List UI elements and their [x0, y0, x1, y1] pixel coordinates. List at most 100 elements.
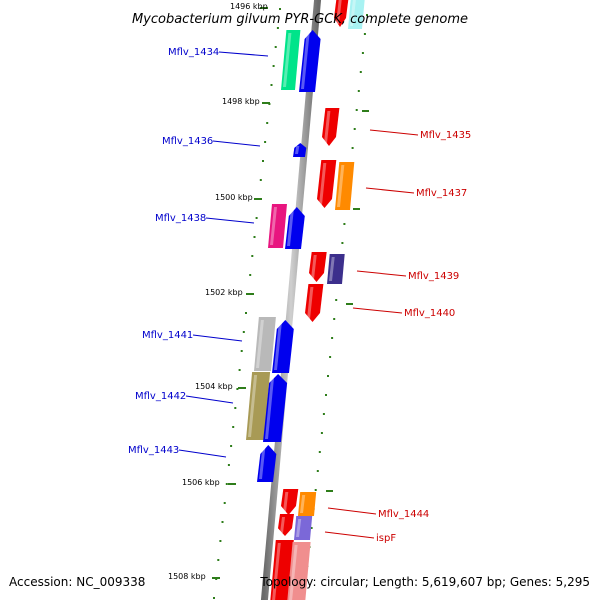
right-tick: [346, 303, 353, 305]
gene-feature-silver: [254, 317, 276, 371]
scale-dot-right: [320, 432, 323, 434]
scale-dot-right: [322, 413, 325, 415]
scale-dot-left: [274, 46, 277, 48]
scale-dot-left: [236, 388, 239, 390]
scale-dot-left: [227, 464, 230, 466]
gene-feature-cyan: [348, 0, 365, 29]
scale-dot-left: [259, 179, 262, 181]
gene-feature-silver-shine: [256, 320, 264, 368]
gene-label-mflv-1442[interactable]: Mflv_1442: [135, 391, 186, 402]
gene-feature-red-bottom: [270, 540, 294, 600]
gene-feature-mflv-1436-shine: [295, 146, 300, 154]
scale-dot-right: [357, 90, 360, 92]
scale-dot-right: [366, 14, 368, 16]
gene-label-mflv-1439[interactable]: Mflv_1439: [408, 271, 459, 282]
scale-dot-left: [213, 597, 215, 599]
gene-feature-green-shine: [283, 33, 292, 87]
scale-dot-right: [335, 299, 338, 301]
gene-feature-red-bottom-shine: [272, 543, 281, 600]
gene-feature-mflv-1444b: [298, 492, 317, 516]
gene-feature-mflv-1436: [293, 143, 307, 157]
gene-label-mflv-1437[interactable]: Mflv_1437: [416, 188, 467, 199]
gene-feature-mflv-1444a-shine: [283, 492, 289, 512]
gene-label-mflv-1440[interactable]: Mflv_1440: [404, 308, 455, 319]
scale-dot-right: [351, 147, 354, 149]
scale-dot-left: [242, 331, 245, 333]
gene-feature-mflv-1442: [263, 374, 288, 442]
leader-mflv-1443: [178, 449, 227, 458]
gene-label-mflv-1444[interactable]: Mflv_1444: [378, 509, 429, 520]
scale-dot-right: [343, 223, 346, 225]
gene-features: [246, 0, 365, 600]
scale-dot-right: [341, 242, 344, 244]
gene-feature-ispf: [294, 516, 313, 540]
gene-feature-mflv-1440-shine: [307, 287, 314, 319]
kbp-label-1508: 1508 kbp: [168, 572, 206, 581]
gene-feature-pink-bottom: [287, 542, 311, 600]
scale-dot-left: [225, 483, 228, 485]
leader-mflv-1444: [327, 507, 377, 515]
gene-feature-mflv-1443-shine: [259, 448, 266, 479]
scale-dot-left: [279, 8, 281, 10]
gene-feature-mflv-1435: [322, 108, 340, 146]
gene-feature-red-shine: [336, 0, 342, 24]
scale-dot-left: [264, 141, 267, 143]
gene-label-ispf[interactable]: ispF: [376, 533, 396, 544]
gene-feature-mflv-1441: [272, 320, 294, 373]
gene-feature-mflv-1444b-shine: [300, 495, 306, 513]
scale-dot-right: [327, 375, 329, 377]
kbp-tick: [262, 102, 270, 104]
gene-feature-green: [281, 30, 301, 90]
scale-dots: [212, 7, 369, 599]
gene-feature-mflv-1439a-shine: [311, 255, 317, 279]
gene-feature-mflv-1434-shine: [301, 33, 310, 89]
gene-feature-mflv-1440: [305, 284, 324, 322]
gene-feature-mflv-1438: [285, 207, 305, 249]
scale-dot-left: [272, 65, 275, 67]
scale-dot-left: [234, 407, 237, 409]
leader-lines: [178, 51, 419, 539]
scale-dot-right: [361, 52, 364, 54]
kbp-tick: [238, 387, 246, 389]
backbone: [260, 0, 322, 600]
scale-dot-left: [232, 426, 235, 428]
scale-dot-right: [314, 489, 317, 491]
gene-label-mflv-1443[interactable]: Mflv_1443: [128, 445, 179, 456]
kbp-label-1502: 1502 kbp: [205, 288, 243, 297]
gene-feature-mflv-1434: [299, 30, 321, 92]
scale-dot-right: [325, 394, 327, 396]
gene-feature-mflv-1439a: [309, 252, 327, 282]
gene-label-mflv-1436[interactable]: Mflv_1436: [162, 136, 213, 147]
gene-feature-mflv-1435-shine: [324, 111, 331, 143]
scale-dot-right: [333, 318, 336, 320]
gene-label-mflv-1434[interactable]: Mflv_1434: [168, 47, 219, 58]
scale-dot-left: [219, 540, 222, 542]
scale-dot-right: [359, 71, 362, 73]
gene-feature-ispf-red-shine: [280, 517, 285, 533]
scale-dot-right: [329, 356, 332, 358]
gene-labels-left: Mflv_1434 Mflv_1436 Mflv_1438 Mflv_1441 …: [128, 47, 219, 456]
scale-dot-left: [270, 84, 273, 86]
kbp-tick: [228, 483, 236, 485]
gene-feature-olive-shine: [248, 375, 258, 437]
gene-feature-pink-shine: [270, 207, 277, 245]
gene-feature-cyan-shine: [350, 0, 356, 26]
scale-dot-right: [318, 451, 321, 453]
gene-feature-pink: [268, 204, 287, 248]
gene-label-mflv-1441[interactable]: Mflv_1441: [142, 330, 193, 341]
scale-dot-left: [230, 445, 233, 447]
kbp-tick: [246, 293, 254, 295]
scale-dot-left: [240, 350, 243, 352]
scale-dot-right: [310, 527, 313, 529]
gene-label-mflv-1435[interactable]: Mflv_1435: [420, 130, 471, 141]
kbp-label-1496: 1496 kbp: [230, 2, 268, 11]
scale-dot-left: [245, 312, 247, 314]
kbp-label-1498: 1498 kbp: [222, 97, 260, 106]
scale-dot-left: [276, 27, 279, 29]
scale-dot-left: [221, 521, 224, 523]
scale-dot-right: [353, 128, 356, 130]
gene-label-mflv-1438[interactable]: Mflv_1438: [155, 213, 206, 224]
gene-feature-mflv-1442-shine: [265, 377, 275, 439]
genome-title: Mycobacterium gilvum PYR-GCK, complete g…: [132, 12, 468, 27]
